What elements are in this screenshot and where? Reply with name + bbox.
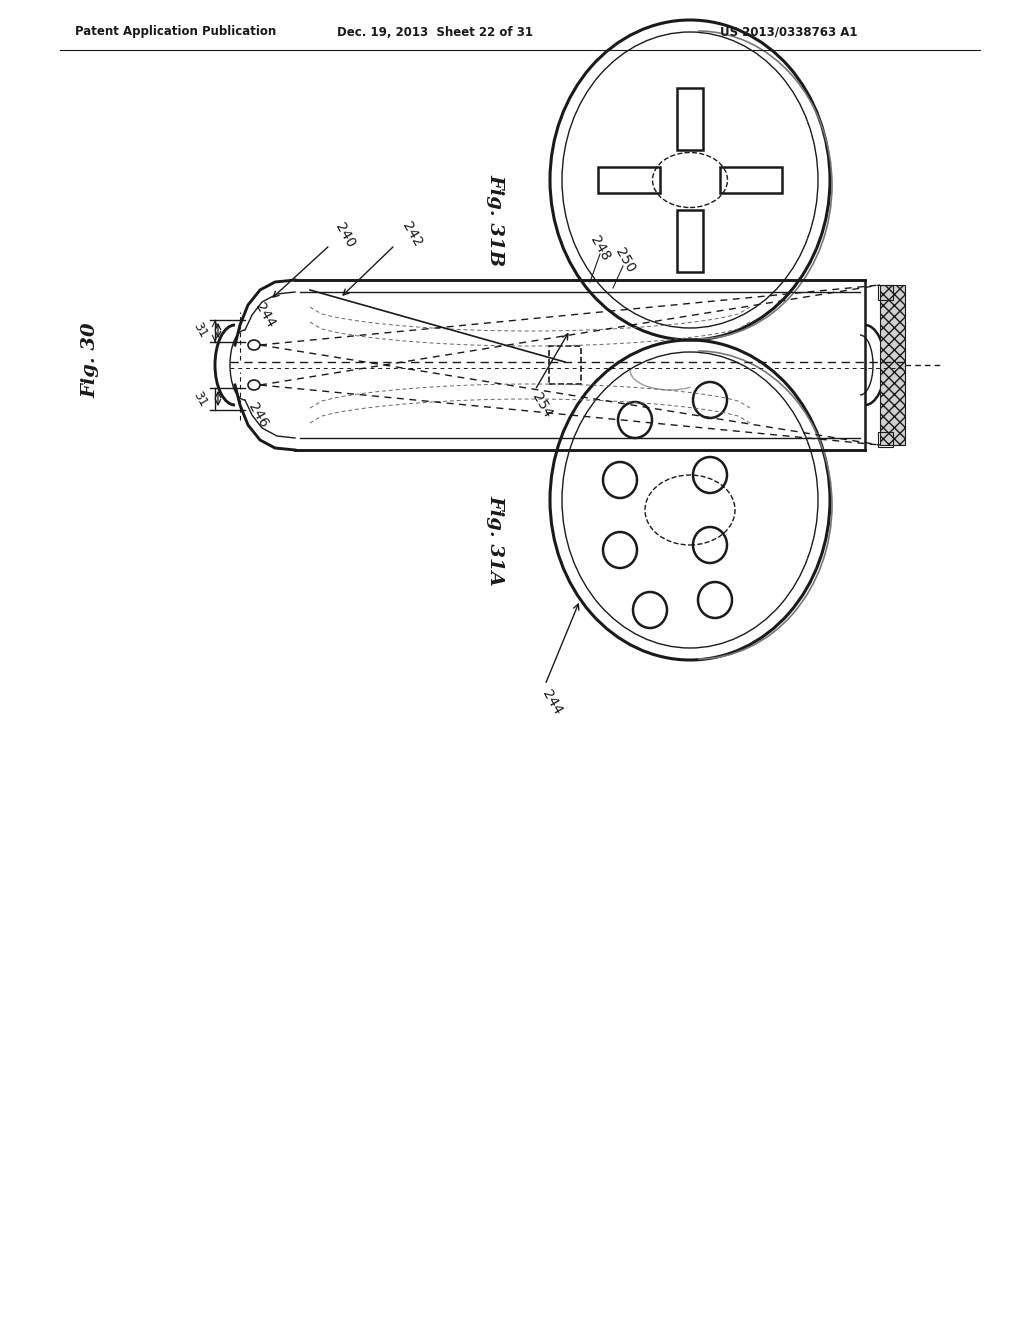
Text: 242: 242 xyxy=(399,219,425,249)
Text: 240: 240 xyxy=(333,220,357,249)
Text: Fig. 31B: Fig. 31B xyxy=(486,174,504,267)
Text: 254: 254 xyxy=(529,391,555,420)
Bar xyxy=(878,285,893,300)
Bar xyxy=(880,285,905,445)
Text: Dec. 19, 2013  Sheet 22 of 31: Dec. 19, 2013 Sheet 22 of 31 xyxy=(337,25,534,38)
Bar xyxy=(878,432,893,447)
Text: 244: 244 xyxy=(540,688,564,717)
Text: 248: 248 xyxy=(588,234,612,263)
Text: US 2013/0338763 A1: US 2013/0338763 A1 xyxy=(720,25,857,38)
Text: Fig. 30: Fig. 30 xyxy=(81,322,99,397)
Bar xyxy=(677,210,703,272)
Bar xyxy=(720,168,782,193)
Text: 31: 31 xyxy=(190,389,210,409)
Bar xyxy=(677,88,703,150)
Bar xyxy=(598,168,660,193)
Text: Fig. 31A: Fig. 31A xyxy=(486,495,504,585)
Text: 244: 244 xyxy=(252,300,278,330)
Text: 31: 31 xyxy=(190,319,210,341)
Text: Patent Application Publication: Patent Application Publication xyxy=(75,25,276,38)
Text: 250: 250 xyxy=(612,246,638,275)
Bar xyxy=(549,346,581,384)
Text: 246: 246 xyxy=(246,400,270,430)
